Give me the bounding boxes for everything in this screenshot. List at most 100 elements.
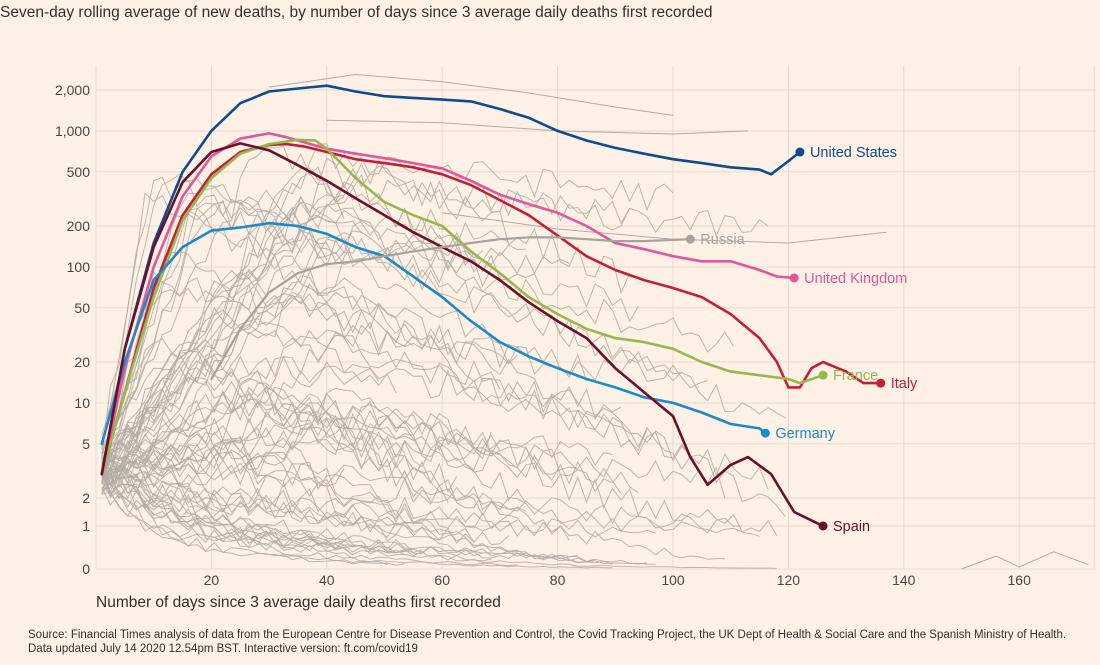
source-note: Source: Financial Times analysis of data… [28,628,1066,656]
end-marker-russia [685,234,695,244]
other-country-line [101,463,492,562]
y-tick-label: 2,000 [55,82,90,98]
x-tick-label: 120 [777,572,801,588]
other-country-line [101,385,492,480]
other-country-line [101,145,483,454]
x-tick-label: 20 [204,572,220,588]
other-country-line [101,193,345,468]
x-tick-label: 160 [1008,572,1032,588]
other-country-line [101,435,345,488]
other-country-line [101,472,388,565]
other-country-line [101,468,509,546]
series-label-spain: Spain [833,519,870,535]
other-country-line [101,277,587,463]
other-country-line [101,143,674,456]
y-tick-label: 1 [82,518,90,534]
other-country-line [101,464,656,565]
source-line-2: Data updated July 14 2020 12.54pm BST. I… [28,643,418,655]
other-country-line [101,229,518,459]
x-tick-label: 80 [550,572,566,588]
other-country-line [101,173,769,477]
grid-lines [95,66,1096,570]
end-marker-germany [760,428,770,438]
y-tick-label: 500 [67,164,91,180]
other-country-line [101,404,406,484]
x-tick-label: 140 [892,572,916,588]
y-tick-label: 2 [82,490,90,506]
series-line-russia [210,236,692,381]
x-axis-ticks: 20 40 60 80 100 120 140 160 [204,572,1031,588]
other-country-line [101,202,735,447]
other-country-line [961,551,1089,570]
series-label-russia: Russia [700,232,745,248]
series-label-germany: Germany [775,426,835,442]
chart-plot: 0 1 2 5 10 20 50 100 200 500 1,000 2,000 20 40 60 80 10… [55,66,1096,588]
series-line-united-states [100,84,802,476]
y-tick-label: 0 [82,561,90,577]
x-tick-label: 40 [319,572,335,588]
other-country-line [101,481,596,562]
y-tick-label: 200 [67,218,91,234]
other-country-line [101,472,423,556]
end-marker-united-states [795,147,805,157]
other-countries-lines [101,73,1089,570]
other-country-line [101,243,354,479]
other-country-line [101,360,501,469]
other-country-line [101,309,397,463]
other-country-line [101,348,380,475]
other-country-line [101,199,526,473]
other-country-line [101,251,691,463]
source-line-1: Source: Financial Times analysis of data… [28,629,1067,641]
other-country-line [101,292,362,475]
other-country-line [101,459,743,534]
other-country-line [269,73,674,116]
end-marker-italy [876,378,886,388]
end-marker-spain [818,521,828,531]
other-country-line [101,416,726,499]
series-label-italy: Italy [891,376,918,392]
highlighted-series [100,84,883,528]
chart-subtitle: Seven-day rolling average of new deaths,… [0,4,713,21]
series-label-united-kingdom: United Kingdom [804,271,907,287]
x-axis-label: Number of days since 3 average daily dea… [96,594,501,611]
y-tick-label: 20 [74,354,90,370]
other-country-line [101,402,778,537]
series-end-labels: United States Russia United Kingdom France I… [685,145,918,535]
series-line-united-kingdom [100,132,796,476]
other-country-line [101,380,613,485]
other-country-line [101,487,405,566]
other-country-line [101,387,639,494]
other-country-line [101,275,414,462]
y-tick-label: 1,000 [55,123,90,139]
other-country-line [101,406,648,565]
end-marker-united-kingdom [789,273,799,283]
series-line-france [100,138,825,476]
x-tick-label: 60 [434,572,450,588]
other-country-line [101,475,613,569]
series-label-france: France [833,368,878,384]
y-axis-ticks: 0 1 2 5 10 20 50 100 200 500 1,000 2,000 [55,82,90,577]
y-tick-label: 100 [67,259,91,275]
other-country-line [101,338,725,560]
end-marker-france [818,370,828,380]
y-tick-label: 5 [82,436,90,452]
other-country-line [101,468,475,544]
other-country-line [101,159,631,470]
y-tick-label: 50 [74,300,90,316]
series-label-united-states: United States [810,145,897,161]
other-country-line [101,324,708,477]
other-country-line [101,157,631,473]
other-country-line [101,270,769,490]
other-country-line [101,468,518,567]
other-country-line [101,472,578,560]
series-line-spain [100,142,825,528]
series-line-italy [100,142,883,476]
other-country-line [101,176,362,458]
other-country-line [101,227,570,473]
other-country-line [101,463,336,540]
series-line-germany [100,221,767,446]
other-country-line [101,365,622,481]
other-country-line [101,231,786,469]
x-tick-label: 100 [661,572,685,588]
other-country-line [101,331,648,479]
